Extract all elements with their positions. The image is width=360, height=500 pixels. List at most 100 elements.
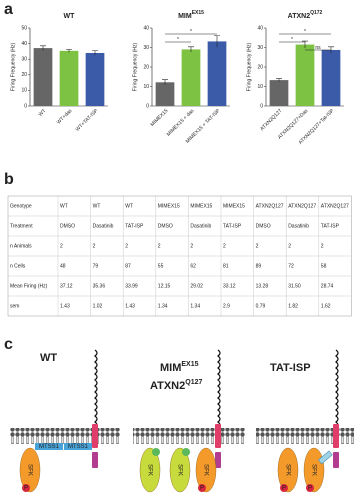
table-header: ATXN2Q127 (288, 203, 316, 209)
y-tick-label: 30 (21, 57, 27, 63)
mtss1 (35, 443, 63, 450)
y-tick-label: 40 (143, 25, 149, 31)
mtss1-label: MTSS1 (68, 444, 89, 450)
table-cell: 1.34 (190, 303, 200, 309)
panel-label: a (4, 1, 13, 18)
table-cell: DMSO (60, 223, 75, 229)
table-cell: 31.50 (288, 283, 301, 289)
bar (321, 49, 341, 106)
y-axis-label: Firing Frequency (Hz) (246, 43, 252, 92)
sfk-label: SFK (176, 464, 182, 476)
y-tick-label: 0 (146, 103, 149, 109)
diagram-title: ATXN2Q127 (150, 379, 202, 392)
diagram-title: WT (40, 352, 57, 364)
table-cell: 72 (288, 263, 294, 269)
title-text: WT (64, 13, 76, 20)
table-cell: 12.15 (158, 283, 171, 289)
error-bar (66, 48, 72, 53)
table-cell: Dasatinib (288, 223, 309, 229)
table-cell: 33.99 (125, 283, 138, 289)
table-cell: 28.74 (321, 283, 334, 289)
x-tick-label: ATXN2Q127 (259, 108, 283, 132)
table-header: MIMEX15 (190, 203, 212, 209)
table-cell: 1.82 (288, 303, 298, 309)
table-cell: 37.12 (60, 283, 73, 289)
table-cell: 2.9 (223, 303, 230, 309)
table-header: WT (93, 203, 101, 209)
table-cell: TAT-ISP (223, 223, 242, 229)
table-cell: 87 (125, 263, 131, 269)
table-cell: 58 (321, 263, 327, 269)
table-cell: 1.43 (60, 303, 70, 309)
table-cell: 2 (256, 243, 259, 249)
y-tick-label: 20 (21, 72, 27, 78)
bar (181, 49, 201, 106)
phospho (22, 484, 30, 492)
error-bar (40, 45, 46, 51)
y-tick-label: 10 (21, 88, 27, 94)
table-cell: DMSO (256, 223, 271, 229)
table-cell: 2 (125, 243, 128, 249)
table-cell: 33.12 (223, 283, 236, 289)
error-bar (92, 50, 98, 56)
table-cell: 0.79 (256, 303, 266, 309)
receptor (94, 349, 98, 429)
receptor-tail (215, 452, 221, 468)
receptor-tail (333, 452, 339, 468)
y-tick-label: 30 (143, 45, 149, 51)
receptors (92, 349, 339, 468)
error-bar (214, 35, 220, 48)
panel-label: b (4, 171, 14, 188)
sfks: SFK P SFK SFK SFK P SFK P SFK P (19, 447, 325, 493)
significance-label: * (190, 29, 192, 35)
bar (155, 82, 175, 106)
chart-title: WT (64, 13, 76, 20)
y-tick-label: 0 (260, 103, 263, 109)
tat-isp-peptide (317, 450, 333, 465)
table-cell: sem (10, 303, 19, 309)
membrane (133, 428, 245, 444)
table-cell: 2 (190, 243, 193, 249)
table-cell: 55 (158, 263, 164, 269)
x-tick-label: WT (38, 108, 48, 118)
y-tick-label: 0 (24, 103, 27, 109)
chart-title: ATXN2Q172 (288, 10, 323, 20)
significance-label: * (291, 37, 293, 43)
sfk-label: SFK (310, 464, 316, 476)
table-cell: 1.43 (125, 303, 135, 309)
membrane (10, 428, 120, 444)
table-header: ATXN2Q127 (256, 203, 284, 209)
table-cell: 1.62 (321, 303, 331, 309)
y-tick-label: 20 (257, 64, 263, 70)
table-header: MIMEX15 (158, 203, 180, 209)
table-header: ATXN2Q127 (321, 203, 349, 209)
table-cell: 2 (288, 243, 291, 249)
x-tick-label: WT+das (56, 108, 74, 126)
table-cell: 89 (256, 263, 262, 269)
table-header: WT (125, 203, 133, 209)
table-cell: 35.36 (93, 283, 106, 289)
diagram: WT MIMEX15 ATXN2Q127 TAT-ISP MTSS1 MTSS1… (10, 349, 354, 493)
diagram-title: TAT-ISP (270, 362, 311, 374)
title-text: MIM (178, 13, 192, 20)
table-cell: 29.02 (190, 283, 203, 289)
phospho (182, 448, 190, 456)
sfk (139, 447, 161, 493)
table-header: WT (60, 203, 68, 209)
sfk (195, 447, 217, 493)
y-tick-label: 40 (257, 25, 263, 31)
table-cell: 79 (93, 263, 99, 269)
panel-label: c (4, 336, 13, 353)
mtss1 (64, 443, 92, 450)
significance-label: * (304, 29, 306, 35)
error-bar (162, 79, 168, 85)
phospho (280, 484, 288, 492)
x-tick-label: MIMEX15 (150, 108, 170, 128)
receptor (335, 349, 339, 429)
title-sup: Q172 (310, 10, 322, 16)
sfk-label: SFK (202, 464, 208, 476)
table-cell: 62 (190, 263, 196, 269)
y-tick-label: 20 (143, 64, 149, 70)
table-cell: 2 (158, 243, 161, 249)
